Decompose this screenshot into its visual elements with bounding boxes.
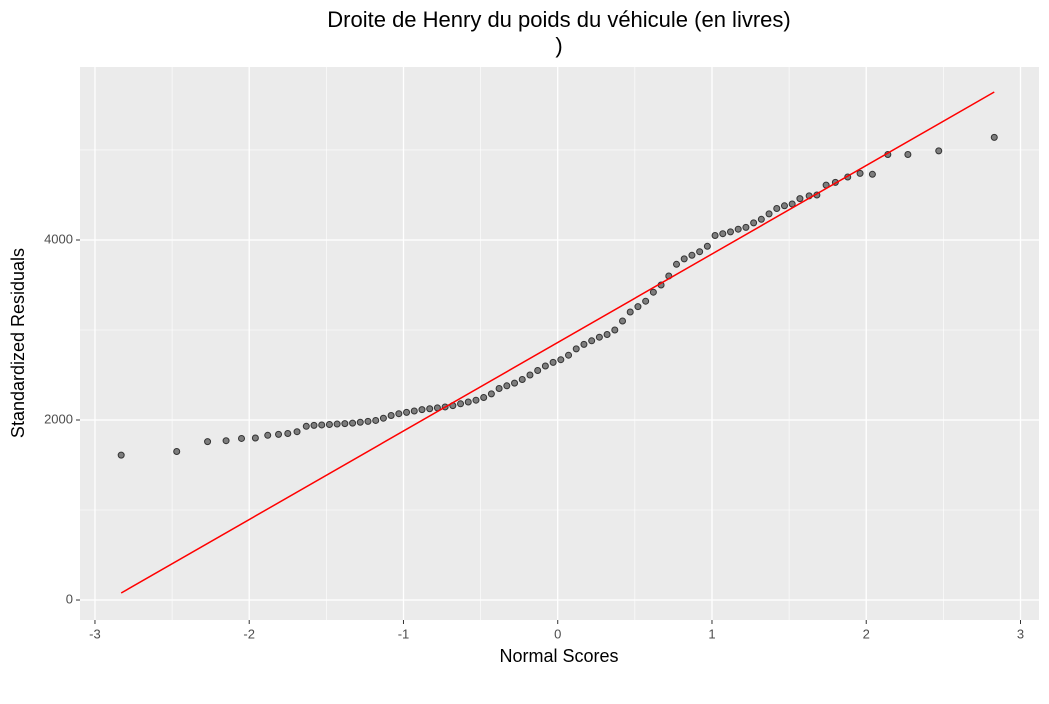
point (726, 228, 734, 236)
point (264, 431, 272, 439)
point (541, 362, 549, 370)
point (649, 288, 657, 296)
point (734, 225, 742, 233)
point (379, 414, 387, 422)
point (757, 215, 765, 223)
point (580, 340, 588, 348)
point (457, 400, 465, 408)
point (990, 133, 998, 141)
point (251, 434, 259, 442)
point (310, 421, 318, 429)
x-tick-label: 3 (1017, 626, 1024, 641)
point (765, 210, 773, 218)
point (588, 337, 596, 345)
x-axis-title: Normal Scores (499, 646, 618, 666)
point (117, 451, 125, 459)
point (642, 297, 650, 305)
point (526, 371, 534, 379)
point (372, 416, 380, 424)
plot-panel (80, 67, 1039, 620)
point (796, 195, 804, 203)
point (480, 394, 488, 402)
point (634, 303, 642, 311)
point (703, 242, 711, 250)
point (742, 223, 750, 231)
point (856, 169, 864, 177)
point (472, 396, 480, 404)
point (780, 202, 788, 210)
x-tick-label: -3 (89, 626, 101, 641)
point (788, 200, 796, 208)
point (518, 376, 526, 384)
point (318, 421, 326, 429)
point (426, 405, 434, 413)
point (750, 219, 758, 227)
point (333, 420, 341, 428)
point (935, 147, 943, 155)
point (572, 345, 580, 353)
point (238, 434, 246, 442)
point (364, 417, 372, 425)
chart-title: ) (555, 33, 562, 58)
point (403, 408, 411, 416)
point (410, 407, 418, 415)
point (619, 317, 627, 325)
point (595, 333, 603, 341)
point (611, 326, 619, 334)
point (302, 422, 310, 430)
point (688, 251, 696, 259)
point (418, 406, 426, 414)
point (222, 437, 230, 445)
y-tick-label: 0 (66, 591, 73, 606)
point (673, 260, 681, 268)
point (868, 170, 876, 178)
point (495, 385, 503, 393)
point (349, 419, 357, 427)
point (284, 430, 292, 438)
y-axis-title: Standardized Residuals (8, 248, 28, 438)
point (275, 430, 283, 438)
point (293, 428, 301, 436)
point (719, 230, 727, 238)
point (356, 418, 364, 426)
point (773, 204, 781, 212)
point (557, 356, 565, 364)
x-tick-label: -2 (243, 626, 255, 641)
y-tick-label: 2000 (44, 411, 73, 426)
x-tick-label: -1 (398, 626, 410, 641)
point (511, 379, 519, 387)
point (696, 248, 704, 256)
point (387, 412, 395, 420)
point (534, 367, 542, 375)
point (603, 330, 611, 338)
reference-line (120, 91, 995, 594)
x-tick-label: 0 (554, 626, 561, 641)
point (503, 382, 511, 390)
point (341, 420, 349, 428)
point (711, 231, 719, 239)
point (565, 351, 573, 359)
x-tick-label: 1 (708, 626, 715, 641)
point (173, 448, 181, 456)
y-tick-label: 4000 (44, 231, 73, 246)
point (904, 150, 912, 158)
point (626, 308, 634, 316)
point (325, 421, 333, 429)
point (464, 398, 472, 406)
x-tick-label: 2 (863, 626, 870, 641)
point (680, 255, 688, 263)
chart-title: Droite de Henry du poids du véhicule (en… (327, 7, 790, 32)
point (487, 390, 495, 398)
point (204, 438, 212, 446)
point (549, 358, 557, 366)
point (395, 410, 403, 418)
